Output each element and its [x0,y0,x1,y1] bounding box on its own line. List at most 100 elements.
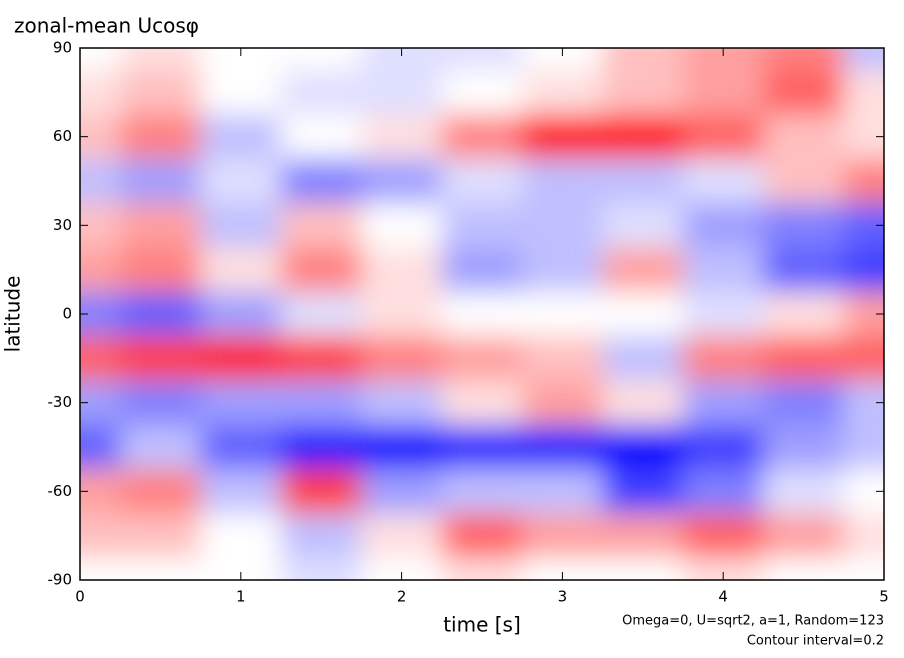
field-cell [683,247,764,293]
field-cell [281,291,362,337]
field-cell [200,336,282,381]
field-cell [683,513,764,559]
field-cell [281,380,362,426]
field-cell [361,557,443,580]
field-cell [361,469,443,514]
field-cell [522,247,604,293]
field-cell [200,247,282,293]
field-cell [763,158,845,204]
field-cell [843,291,884,337]
field-cell [843,203,884,248]
field-cell [602,424,684,470]
field-cell [843,48,884,71]
field-cell [522,469,604,514]
field-cell [361,336,443,381]
cells [80,48,884,580]
field-cell [763,114,845,160]
field-cell [843,158,884,204]
y-tick-label: 60 [53,127,72,145]
x-tick-label: 0 [75,588,85,606]
field-cell [763,424,845,470]
field-cell [763,291,845,337]
field-cell [602,203,684,248]
field-cell [843,70,884,115]
field-cell [281,247,362,293]
field-cell [602,557,684,580]
field-cell [683,203,764,248]
field-cell [200,424,282,470]
field-cell [602,247,684,293]
field-cell [843,513,884,559]
field-cell [522,70,604,115]
field-cell [361,247,443,293]
x-tick-label: 4 [718,588,728,606]
field-cell [602,48,684,71]
field-cell [683,158,764,204]
field-cell [361,203,443,248]
field-cell [80,557,121,580]
field-cell [683,380,764,426]
field-cell [120,203,202,248]
field-cell [120,380,202,426]
annotation: Omega=0, U=sqrt2, a=1, Random=123 [622,614,884,629]
field-cell [683,114,764,160]
field-cell [200,380,282,426]
field-cell [120,557,202,580]
field-cell [763,513,845,559]
field-cell [361,114,443,160]
field-cell [843,424,884,470]
y-tick-label: -60 [48,482,73,500]
field-cell [763,203,845,248]
field-cell [281,469,362,514]
field-cell [80,158,121,204]
field-cell [602,114,684,160]
field-cell [281,513,362,559]
field-cell [281,114,362,160]
field-cell [522,158,604,204]
field-cell [281,48,362,71]
field-cell [522,424,604,470]
field-cell [843,380,884,426]
y-tick-label: 30 [53,216,72,234]
field-cell [120,513,202,559]
field-cell [441,48,523,71]
field-cell [441,247,523,293]
x-tick-label: 3 [558,588,568,606]
field-cell [602,513,684,559]
field-cell [120,247,202,293]
field-cell [843,557,884,580]
field-cell [763,247,845,293]
field-cell [361,291,443,337]
field-cell [683,557,764,580]
field-cell [441,291,523,337]
field-cell [120,336,202,381]
field-cell [361,380,443,426]
field-cell [80,513,121,559]
field-cell [522,203,604,248]
field-cell [441,70,523,115]
field-cell [120,158,202,204]
field-cell [281,336,362,381]
field-cell [602,469,684,514]
field-cell [120,469,202,514]
field-cell [763,70,845,115]
field-cell [80,70,121,115]
field-cell [80,336,121,381]
field-cell [683,48,764,71]
field-cell [120,48,202,71]
y-tick-label: 90 [53,39,72,57]
annotation: Contour interval=0.2 [747,634,884,649]
field-cell [200,203,282,248]
field-cell [763,336,845,381]
field-cell [441,158,523,204]
field-cell [120,291,202,337]
field-cell [763,380,845,426]
field-cell [200,48,282,71]
field-cell [843,336,884,381]
field-cell [120,114,202,160]
field-cell [522,513,604,559]
field-cell [441,424,523,470]
field-cell [80,247,121,293]
field-cell [80,424,121,470]
